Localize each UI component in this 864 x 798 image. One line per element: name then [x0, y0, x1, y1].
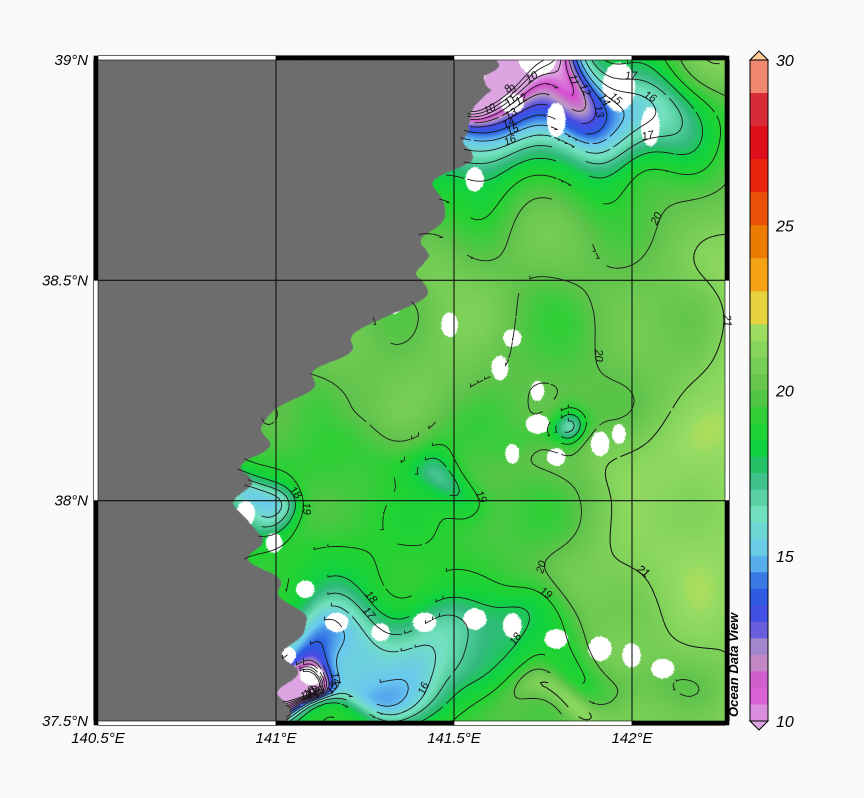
svg-text:15: 15: [776, 549, 794, 566]
svg-text:21: 21: [720, 313, 733, 327]
svg-text:19: 19: [300, 502, 312, 515]
svg-text:141°E: 141°E: [255, 730, 297, 747]
svg-text:18: 18: [287, 484, 305, 502]
svg-text:38°N: 38°N: [54, 493, 88, 510]
svg-text:18: 18: [362, 589, 380, 607]
svg-text:30: 30: [776, 53, 794, 70]
svg-text:10: 10: [776, 714, 794, 731]
svg-text:20: 20: [648, 210, 665, 228]
svg-text:38.5°N: 38.5°N: [42, 272, 88, 289]
svg-text:17: 17: [625, 70, 638, 82]
svg-text:19: 19: [537, 585, 554, 602]
svg-text:141.5°E: 141.5°E: [427, 730, 482, 747]
svg-text:18: 18: [507, 630, 524, 648]
svg-text:15: 15: [607, 90, 625, 108]
svg-text:17: 17: [641, 129, 656, 143]
svg-text:19: 19: [473, 489, 489, 505]
svg-text:142°E: 142°E: [611, 730, 653, 747]
svg-text:17: 17: [360, 605, 378, 623]
svg-text:10: 10: [524, 69, 541, 86]
svg-text:140.5°E: 140.5°E: [71, 730, 126, 747]
svg-text:39°N: 39°N: [54, 52, 88, 69]
svg-text:20: 20: [775, 384, 794, 401]
svg-text:21: 21: [634, 563, 652, 580]
svg-text:25: 25: [775, 218, 794, 235]
svg-text:16: 16: [642, 89, 659, 106]
svg-text:Ocean Data View: Ocean Data View: [726, 612, 741, 717]
svg-text:37.5°N: 37.5°N: [42, 713, 88, 730]
svg-text:20: 20: [592, 348, 605, 363]
